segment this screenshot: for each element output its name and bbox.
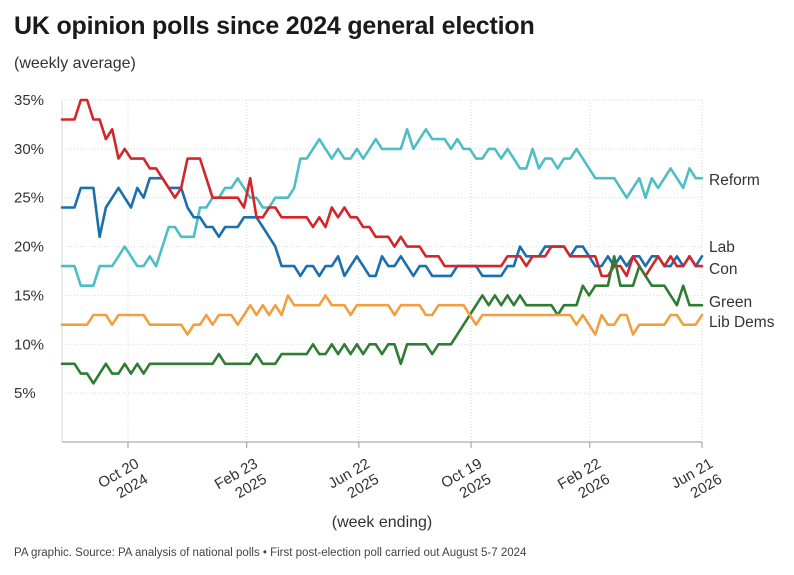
y-tick-label: 30% (14, 141, 44, 158)
series-labels: Reform Lab Con Green Lib Dems (709, 172, 775, 331)
source-note: PA graphic. Source: PA analysis of natio… (14, 547, 527, 559)
series-label-green: Green (709, 294, 752, 311)
y-tick-label: 10% (14, 336, 44, 353)
y-tick-label: 25% (14, 190, 44, 207)
y-tick-label: 15% (14, 287, 44, 304)
series-label-lib-dems: Lib Dems (709, 314, 775, 331)
y-tick-label: 5% (14, 385, 36, 402)
series-line-green (60, 254, 704, 385)
y-tick-label: 20% (14, 239, 44, 256)
series-label-reform: Reform (709, 172, 760, 189)
gridlines (61, 99, 703, 443)
chart-title: UK opinion polls since 2024 general elec… (14, 12, 535, 40)
x-axis-label: (week ending) (332, 514, 433, 531)
series-lines (60, 98, 704, 385)
series-line-con (60, 98, 704, 278)
series-label-lab: Lab (709, 239, 735, 256)
chart-subtitle: (weekly average) (14, 55, 136, 72)
series-line-reform (60, 128, 704, 288)
y-axis: 5% 10% 15% 20% 25% 30% 35% (14, 92, 44, 402)
y-tick-label: 35% (14, 92, 44, 109)
series-label-con: Con (709, 261, 737, 278)
series-line-lib-dems (60, 294, 704, 336)
